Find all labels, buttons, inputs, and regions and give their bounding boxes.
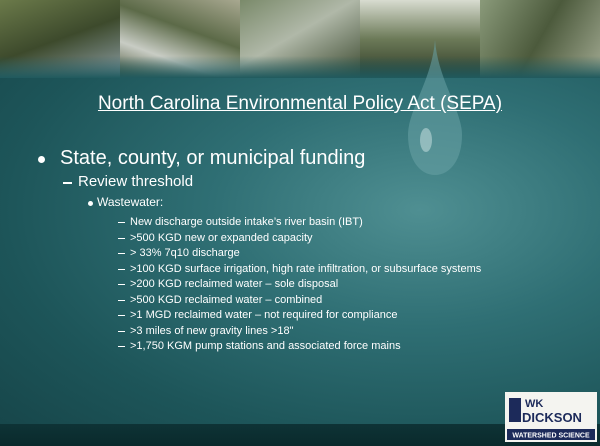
bullet [88,201,93,206]
sub-sub-bullet-text: Wastewater: [97,195,163,209]
bullet-text: State, county, or municipal funding [60,147,365,170]
logo-top: WK [525,398,543,410]
dash [118,315,125,316]
logo: WK DICKSON WATERSHED SCIENCE [505,392,597,442]
dash [118,269,125,270]
logo-name: DICKSON [522,410,582,425]
bullet [38,156,45,163]
dash [118,222,125,223]
slide-title: North Carolina Environmental Policy Act … [0,93,600,115]
item-text: >3 miles of new gravity lines >18" [130,325,550,337]
dash [63,182,72,184]
dash [118,346,125,347]
item-text: >500 KGD reclaimed water – combined [130,294,550,306]
item-text: >100 KGD surface irrigation, high rate i… [130,263,550,275]
item-text: >500 KGD new or expanded capacity [130,232,550,244]
dash [118,284,125,285]
item-text: > 33% 7q10 discharge [130,247,550,259]
slide: North Carolina Environmental Policy Act … [0,0,600,446]
dash [118,331,125,332]
item-text: >1 MGD reclaimed water – not required fo… [130,309,550,321]
item-text: New discharge outside intake’s river bas… [130,216,550,228]
photo-strip [0,0,600,78]
item-text: >1,750 KGM pump stations and associated … [130,340,550,352]
logo-tagline: WATERSHED SCIENCE [512,433,590,440]
sub-bullet-text: Review threshold [78,173,193,190]
item-text: >200 KGD reclaimed water – sole disposal [130,278,550,290]
dash [118,300,125,301]
dash [118,253,125,254]
dash [118,238,125,239]
